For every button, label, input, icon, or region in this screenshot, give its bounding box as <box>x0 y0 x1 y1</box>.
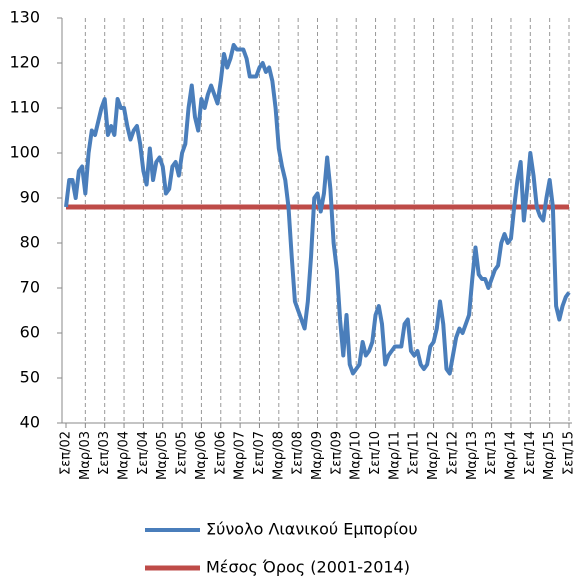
x-tick-label: Σεπ/03 <box>97 431 112 475</box>
x-tick-label: Σεπ/02 <box>59 431 74 475</box>
x-tick-label: Μαρ/14 <box>503 431 518 480</box>
y-tick-label: 60 <box>20 323 40 342</box>
x-tick-label: Μαρ/13 <box>465 431 480 480</box>
y-tick-label: 90 <box>20 188 40 207</box>
x-tick-label: Σεπ/09 <box>329 431 344 475</box>
x-tick-label: Σεπ/07 <box>252 431 267 475</box>
x-tick-label: Σεπ/14 <box>523 431 538 475</box>
y-tick-label: 70 <box>20 278 40 297</box>
y-tick-label: 100 <box>9 143 40 162</box>
x-tick-label: Σεπ/12 <box>445 431 460 475</box>
x-tick-label: Μαρ/07 <box>233 431 248 480</box>
x-tick-label: Σεπ/13 <box>484 431 499 475</box>
x-tick-label: Μαρ/12 <box>426 431 441 480</box>
series-line <box>64 43 571 376</box>
x-tick-label: Μαρ/11 <box>387 431 402 480</box>
x-tick-label: Μαρ/04 <box>117 431 132 480</box>
x-tick-label: Σεπ/08 <box>291 431 306 475</box>
x-tick-label: Μαρ/09 <box>310 431 325 480</box>
x-tick-label: Σεπ/05 <box>175 431 190 475</box>
x-tick-label: Σεπ/06 <box>213 431 228 475</box>
y-tick-label: 110 <box>9 98 40 117</box>
x-tick-label: Σεπ/11 <box>407 431 422 475</box>
x-tick-label: Σεπ/15 <box>562 431 577 475</box>
y-tick-label: 130 <box>9 8 40 27</box>
x-tick-label: Μαρ/05 <box>155 431 170 480</box>
y-tick-label: 40 <box>20 413 40 432</box>
y-tick-label: 120 <box>9 53 40 72</box>
x-tick-label: Σεπ/04 <box>136 431 151 475</box>
x-tick-label: Μαρ/15 <box>542 431 557 480</box>
x-tick-label: Μαρ/08 <box>271 431 286 480</box>
x-tick-label: Μαρ/10 <box>349 431 364 480</box>
x-tick-label: Σεπ/10 <box>368 431 383 475</box>
x-tick-label: Μαρ/06 <box>194 431 209 480</box>
y-tick-label: 80 <box>20 233 40 252</box>
y-tick-label: 50 <box>20 368 40 387</box>
legend-label: Σύνολο Λιανικού Εμπορίου <box>206 520 418 539</box>
legend-label: Μέσος Όρος (2001-2014) <box>206 558 410 577</box>
x-tick-label: Μαρ/03 <box>78 431 93 480</box>
